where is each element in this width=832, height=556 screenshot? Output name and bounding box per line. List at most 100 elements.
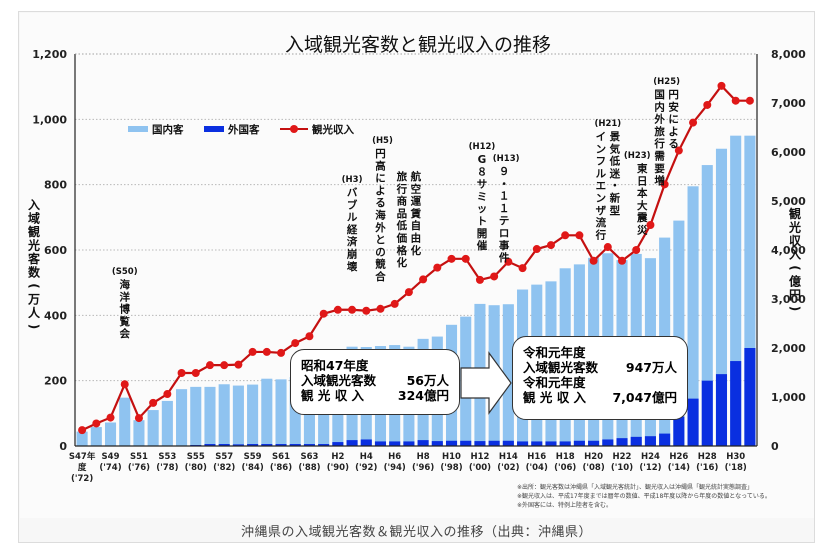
annotation-char: 品 — [397, 208, 408, 220]
bar-domestic — [147, 410, 159, 446]
revenue-point — [575, 231, 584, 240]
x-tick-label: S63 — [300, 452, 318, 462]
annotation-char: ９ — [499, 166, 510, 178]
legend-swatch-foreign — [204, 126, 224, 132]
y-tick-right: 7,000 — [771, 97, 806, 110]
bar-domestic — [687, 186, 699, 447]
annotation-char: 空 — [411, 182, 422, 195]
bar-foreign — [744, 348, 756, 446]
annotation-char: 景 — [609, 130, 621, 143]
y-tick-right: 8,000 — [771, 48, 806, 61]
callout-1972: 昭和47年度 入域観光客数 56万人 観 光 収 入 324億円 — [290, 349, 460, 415]
annotation-char: テ — [499, 215, 510, 227]
x-tick-label: H16 — [527, 452, 546, 462]
bar-domestic — [502, 304, 514, 446]
callout-1972-visitors-value: 56万人 — [406, 373, 449, 388]
annotation-char: １ — [499, 191, 510, 203]
x-tick-label: ('74) — [99, 463, 121, 473]
chart-title: 入域観光客数と観光収入の推移 — [285, 34, 551, 56]
bar-foreign — [360, 439, 372, 446]
bar-foreign — [218, 444, 230, 446]
bar-foreign — [417, 440, 429, 446]
revenue-point — [376, 304, 385, 313]
annotation-char: 賃 — [410, 207, 422, 220]
annotation-char: 東 — [637, 162, 648, 175]
revenue-point — [433, 263, 442, 272]
bar-foreign — [403, 441, 415, 446]
annotation-char: 海 — [119, 278, 130, 291]
annotation-char: 流 — [596, 216, 607, 229]
annotation-char: 運 — [411, 196, 422, 208]
x-tick-label: ('76) — [128, 463, 150, 473]
revenue-point — [475, 275, 484, 284]
annotation-char: 低 — [609, 155, 621, 168]
revenue-point — [348, 305, 357, 314]
annotation-char: 催 — [477, 239, 488, 252]
bar-foreign — [673, 416, 685, 446]
axis-title-char: 人 — [28, 305, 41, 320]
revenue-point — [632, 246, 641, 254]
bar-foreign — [346, 440, 358, 446]
annotation-char: フ — [596, 156, 607, 168]
annotation-year: (H13) — [493, 154, 520, 164]
bar-foreign — [531, 441, 543, 446]
annotation-char: ト — [477, 216, 488, 228]
bar-foreign — [559, 441, 571, 446]
annotation-char: に — [668, 114, 679, 126]
annotation-char: イ — [596, 131, 607, 143]
annotation-char: 円 — [668, 89, 679, 101]
callout-2019-visitors-value: 947万人 — [625, 360, 677, 375]
annotation-year: (H5) — [372, 136, 393, 146]
revenue-point — [404, 288, 413, 297]
revenue-point — [277, 348, 286, 357]
footnote: ※観光収入は、平成17年度までは暦年の数値、平成18年度以降から年度の数値となっ… — [517, 492, 771, 500]
x-tick-label: ('88) — [298, 463, 320, 473]
annotation-char: 災 — [637, 225, 648, 237]
axis-title-char: 客 — [27, 251, 41, 266]
revenue-point — [461, 254, 470, 263]
bar-foreign — [389, 441, 401, 446]
annotation-char: 内 — [654, 100, 665, 113]
annotation-char: ッ — [477, 203, 488, 215]
annotation-char: 会 — [119, 327, 130, 340]
bar-domestic — [161, 400, 173, 446]
x-tick-label: S59 — [244, 452, 262, 462]
annotation-char: ８ — [477, 166, 488, 178]
bar-domestic — [76, 431, 88, 446]
x-tick-label: ('18) — [725, 463, 747, 473]
annotation-char: ン — [596, 143, 607, 155]
bar-foreign — [545, 441, 557, 446]
bar-domestic — [261, 378, 273, 446]
y-tick-right: 4,000 — [771, 244, 806, 257]
footnote: ※外国客には、特例上陸者を含む。 — [517, 501, 612, 509]
revenue-point — [390, 299, 399, 308]
revenue-point — [134, 414, 143, 423]
annotation-char: 本 — [637, 187, 648, 200]
x-tick-label: H2 — [331, 452, 344, 462]
annotation-char: 増 — [654, 174, 665, 187]
x-tick-label: ('82) — [213, 463, 235, 473]
annotation-char: 気 — [609, 142, 621, 155]
bar-foreign — [602, 439, 614, 446]
figure-caption: 沖縄県の入域観光客数＆観光収入の推移（出典：沖縄県） — [240, 525, 592, 540]
annotation-char: 博 — [119, 303, 130, 316]
bar-foreign — [588, 440, 600, 446]
annotation-char: 商 — [397, 195, 408, 208]
x-tick-label: S53 — [158, 452, 176, 462]
legend-label-foreign: 外国客 — [227, 123, 260, 136]
x-tick-label: H30 — [726, 452, 745, 462]
legend-label-domestic: 国内客 — [152, 123, 184, 136]
annotation-char: ロ — [499, 228, 510, 240]
annotation-char: ン — [596, 193, 607, 205]
annotation-char: 新 — [610, 192, 621, 205]
x-tick-label: H22 — [613, 452, 632, 462]
x-tick-label: ('92) — [355, 463, 377, 473]
x-tick-label: H20 — [584, 452, 603, 462]
x-tick-label: H12 — [470, 452, 489, 462]
bar-foreign — [687, 398, 699, 446]
bar-domestic — [730, 135, 742, 446]
